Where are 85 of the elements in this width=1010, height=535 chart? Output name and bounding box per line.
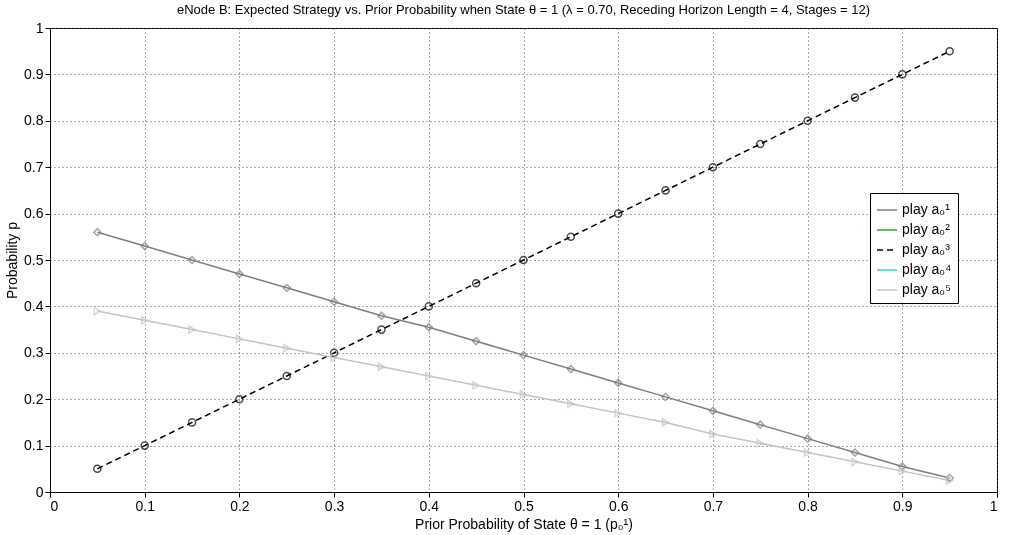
point bbox=[187, 418, 197, 427]
point bbox=[472, 380, 480, 390]
point bbox=[708, 406, 718, 416]
point bbox=[566, 232, 576, 242]
point bbox=[613, 209, 623, 218]
legend-label: play a₀³ bbox=[902, 241, 951, 257]
point bbox=[93, 227, 102, 237]
point bbox=[661, 392, 670, 402]
point bbox=[329, 297, 339, 307]
point bbox=[519, 390, 528, 399]
y-tick-label: 0.6 bbox=[24, 205, 44, 222]
point bbox=[140, 241, 149, 251]
chart-title: eNode B: Expected Strategy vs. Prior Probability when State θ = 1 (λ = 0.70, Receding Horizon Length = 4, Stages = 12) bbox=[176, 2, 871, 17]
point bbox=[235, 269, 244, 279]
y-tick-label: 0.8 bbox=[24, 112, 44, 129]
point bbox=[661, 418, 670, 427]
y-tick-label: 0.7 bbox=[24, 158, 44, 175]
point bbox=[140, 316, 149, 325]
x-tick-label: 1 bbox=[989, 497, 998, 514]
point bbox=[282, 343, 291, 353]
point bbox=[140, 441, 149, 450]
x-tick-label: 0.2 bbox=[230, 497, 250, 514]
legend-label: play a₀⁴ bbox=[902, 261, 952, 277]
legend-label: play a₀¹ bbox=[902, 201, 951, 217]
point bbox=[471, 336, 481, 346]
y-tick-label: 1 bbox=[35, 19, 44, 36]
x-tick-label: 0.7 bbox=[703, 497, 724, 514]
point bbox=[613, 378, 623, 388]
point bbox=[614, 408, 623, 418]
point bbox=[282, 283, 292, 293]
y-tick-label: 0 bbox=[35, 483, 44, 500]
x-tick-label: 0.9 bbox=[893, 497, 913, 514]
point bbox=[567, 399, 575, 409]
point bbox=[708, 162, 718, 172]
point bbox=[188, 325, 196, 334]
point bbox=[898, 466, 907, 476]
point bbox=[93, 464, 102, 474]
y-tick-label: 0.5 bbox=[24, 251, 44, 268]
x-tick-label: 0 bbox=[50, 497, 59, 514]
point bbox=[377, 362, 386, 372]
point bbox=[756, 438, 765, 448]
point bbox=[566, 364, 576, 374]
point bbox=[330, 353, 338, 362]
x-tick-label: 0.6 bbox=[608, 497, 629, 514]
point bbox=[803, 448, 812, 457]
point bbox=[755, 420, 765, 430]
point bbox=[329, 348, 339, 358]
y-tick-label: 0.1 bbox=[24, 437, 44, 454]
legend-label: play a₀⁵ bbox=[902, 281, 951, 297]
point bbox=[424, 322, 434, 332]
point bbox=[850, 448, 860, 457]
point bbox=[519, 255, 528, 265]
point bbox=[424, 371, 433, 381]
point bbox=[519, 350, 528, 360]
x-tick-label: 0.3 bbox=[324, 497, 345, 514]
point bbox=[377, 311, 386, 320]
legend-label: play a₀² bbox=[902, 221, 951, 237]
point bbox=[850, 93, 860, 102]
x-tick-label: 0.4 bbox=[419, 497, 440, 514]
y-tick-label: 0.2 bbox=[24, 390, 44, 407]
y-axis-title: Probability p bbox=[4, 221, 21, 300]
x-tick-label: 0.8 bbox=[798, 497, 819, 514]
point bbox=[424, 302, 434, 311]
x-axis-title: Prior Probability of State θ = 1 (p₀¹) bbox=[415, 515, 633, 532]
point bbox=[93, 306, 102, 316]
point bbox=[709, 429, 717, 439]
point bbox=[235, 334, 244, 344]
point bbox=[755, 139, 765, 149]
point bbox=[235, 394, 244, 404]
point bbox=[282, 371, 292, 381]
y-tick-label: 0.3 bbox=[24, 344, 44, 361]
x-tick-label: 0.1 bbox=[135, 497, 156, 514]
y-tick-label: 0.4 bbox=[24, 297, 44, 314]
point bbox=[661, 186, 670, 195]
point bbox=[898, 70, 907, 79]
x-tick-label: 0.5 bbox=[514, 497, 534, 514]
point bbox=[803, 116, 812, 126]
point bbox=[471, 278, 481, 288]
point bbox=[377, 325, 386, 334]
point bbox=[803, 434, 812, 443]
point bbox=[187, 255, 197, 265]
point bbox=[945, 46, 954, 56]
point bbox=[851, 457, 859, 467]
point bbox=[898, 462, 907, 471]
y-tick-label: 0.9 bbox=[24, 65, 44, 82]
